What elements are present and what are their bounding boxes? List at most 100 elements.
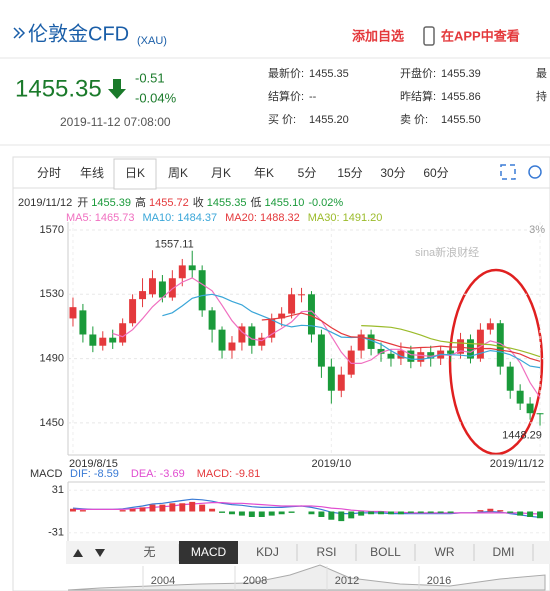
candle-body [417,352,425,362]
tab[interactable]: 年K [254,166,274,180]
tab[interactable]: 60分 [423,166,448,180]
tab[interactable]: 30分 [380,166,405,180]
macd-bar [507,511,514,513]
macd-bar [407,511,414,513]
tab[interactable]: 5分 [298,166,317,180]
indicator-tab[interactable]: BOLL [370,545,401,559]
tab[interactable]: 15分 [337,166,362,180]
macd-bar [149,504,156,512]
ma-line [112,277,541,398]
macd-bar [79,510,86,512]
macd-bar [69,508,76,512]
candle-body [198,270,206,311]
highlight-circle [448,268,544,456]
candle-body [337,374,345,391]
x-tick-label: 2019/11/12 [490,458,544,470]
info-label: 高 [135,195,146,209]
macd-bar [219,511,226,513]
macd-bar [268,511,275,516]
macd-bar [179,503,186,512]
candle-body [526,403,534,414]
candle-body [457,339,465,354]
stat-value: 1455.39 [441,68,481,80]
candle-body [238,326,246,343]
info-value: 1455.39 [91,197,131,209]
macd-bar [527,511,534,517]
candle-body [178,265,186,279]
stat-value: 1455.50 [441,114,481,126]
info-label: 低 [251,196,262,209]
macd-bar [378,511,385,515]
candle-body [89,334,97,346]
macd-bar [477,510,484,512]
candle-body [148,278,156,295]
price: 1455.35 [15,75,102,102]
candle-body [307,294,315,335]
candle-body [377,348,385,354]
macd-bar [258,511,265,517]
tab[interactable]: 日K [125,166,145,180]
indicator-tab[interactable]: DMI [493,545,515,559]
macd-bar [447,511,454,513]
macd-bar [397,511,404,515]
down-arrow [108,79,126,99]
candle-body [158,281,166,298]
scroll-down[interactable] [95,549,105,557]
add-watch[interactable]: 添加自选 [352,28,404,43]
quote-time: 2019-11-12 07:08:00 [60,115,171,129]
candle-body [317,334,325,367]
candle-body [447,350,455,354]
ma-line [361,325,541,358]
macd-bar [308,511,315,515]
app-link[interactable]: 在APP中查看 [441,28,520,43]
candle-body [327,366,335,391]
tab[interactable]: 月K [211,166,231,180]
macd-bar [487,508,494,512]
candle-body [228,342,236,351]
change-pct: -0.04% [135,90,177,105]
tab[interactable]: 年线 [80,166,104,180]
indicator-tab[interactable]: WR [435,545,455,559]
info-value: 1455.35 [207,197,247,209]
y-tick-label: 1450 [40,417,64,429]
macd-bar [427,511,434,513]
legend-entry: MA10: 1484.37 [143,212,218,224]
title-marker [18,27,26,39]
candle-body [407,350,415,362]
indicator-tab[interactable]: KDJ [256,545,279,559]
watermark: sina新浪财经 [415,245,479,259]
annotation: 1448.29 [502,430,542,442]
timeline-year: 2012 [335,575,359,587]
macd-bar [189,501,196,512]
active-indicator[interactable] [179,541,238,564]
ma-line [261,312,541,362]
scroll-up[interactable] [73,549,83,557]
candle-body [536,413,544,415]
timeline-year: 2008 [243,575,267,587]
settings-icon[interactable] [528,165,542,179]
macd-bar [278,511,285,515]
stat-label: 最新价: [268,66,304,80]
chart-frame [12,156,550,591]
right-label: 3% [529,224,545,236]
indicator-tab[interactable]: RSI [316,545,336,559]
tab[interactable]: 周K [168,166,188,180]
stat-label: 卖 价: [400,113,428,126]
indicator-tab[interactable]: MACD [191,545,227,559]
change: -0.51 [135,70,165,85]
stat-label: 结算价: [268,89,304,103]
macd-bar [368,511,375,515]
candle-body [248,326,256,346]
indicator-tab[interactable]: 无 [143,545,155,559]
tab[interactable]: 分时 [37,166,61,180]
candle-body [298,294,306,296]
stat-value: 1455.20 [309,114,349,126]
active-tab[interactable] [113,158,157,190]
candle-body [367,334,375,349]
candle-body [516,390,524,404]
x-tick-label: 2019/10 [311,458,351,470]
title-marker [13,27,21,39]
fullscreen-icon[interactable] [500,164,516,180]
stat-label: 最 [536,67,547,80]
